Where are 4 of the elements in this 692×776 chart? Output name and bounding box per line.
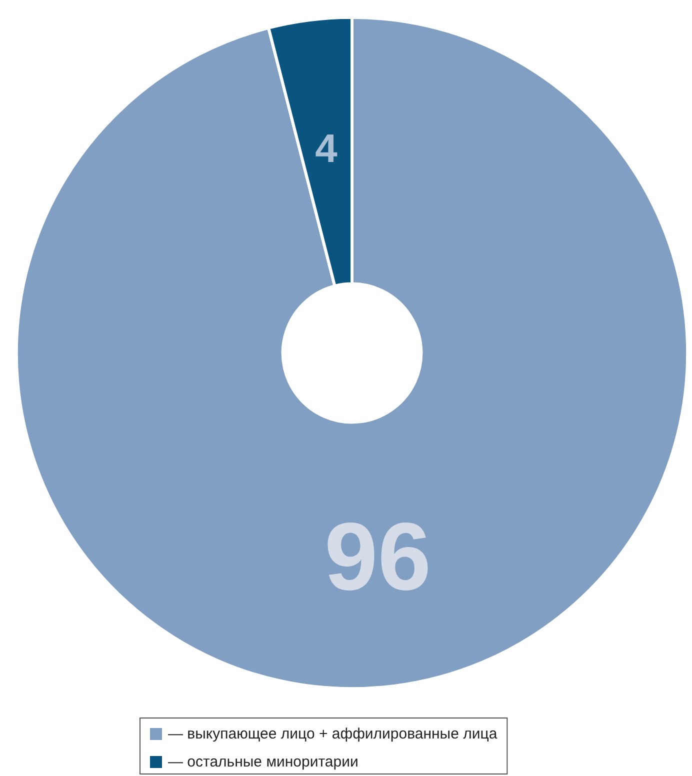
- data-label: 4: [315, 127, 338, 172]
- legend-label: — остальные миноритарии: [168, 754, 358, 770]
- data-label: 96: [324, 503, 432, 610]
- legend-label: — выкупающее лицо + аффилированные лица: [168, 726, 498, 742]
